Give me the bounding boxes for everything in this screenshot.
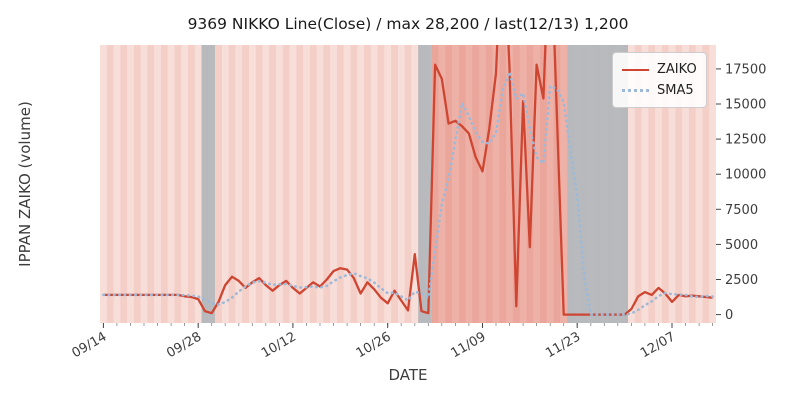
legend-label-zaiko: ZAIKO xyxy=(657,62,697,77)
svg-text:09/28: 09/28 xyxy=(164,329,204,361)
svg-text:10/26: 10/26 xyxy=(354,329,394,361)
legend-item-zaiko: ZAIKO xyxy=(622,59,697,80)
svg-text:12/07: 12/07 xyxy=(638,329,678,361)
svg-text:2500: 2500 xyxy=(725,273,758,288)
svg-text:15000: 15000 xyxy=(725,98,766,113)
y-axis-label: IPPAN ZAIKO (volume) xyxy=(16,101,34,267)
sma5-line-sample xyxy=(622,89,649,92)
chart-title: 9369 NIKKO Line(Close) / max 28,200 / la… xyxy=(187,15,629,33)
svg-text:12500: 12500 xyxy=(725,133,766,148)
x-axis-ticks: 09/14 09/28 10/12 10/26 11/09 11/23 12/07 xyxy=(69,323,713,361)
svg-text:10000: 10000 xyxy=(725,168,766,183)
zaiko-line xyxy=(103,45,713,316)
svg-text:5000: 5000 xyxy=(725,238,758,253)
svg-text:10/12: 10/12 xyxy=(259,329,299,361)
red-highlight-bands xyxy=(431,45,568,323)
x-axis-label: DATE xyxy=(388,366,428,384)
legend-item-sma5: SMA5 xyxy=(622,80,697,101)
svg-text:11/23: 11/23 xyxy=(543,329,583,361)
legend: ZAIKO SMA5 xyxy=(612,52,707,108)
svg-text:09/14: 09/14 xyxy=(69,329,109,361)
svg-text:17500: 17500 xyxy=(725,62,766,77)
svg-text:7500: 7500 xyxy=(725,203,758,218)
svg-text:0: 0 xyxy=(725,308,733,323)
y-axis-ticks: 0 2500 5000 7500 10000 12500 15000 17500 xyxy=(716,62,766,323)
svg-text:11/09: 11/09 xyxy=(449,329,489,361)
zaiko-line-sample xyxy=(622,68,649,71)
legend-label-sma5: SMA5 xyxy=(657,83,694,98)
sma5-line xyxy=(102,67,714,316)
